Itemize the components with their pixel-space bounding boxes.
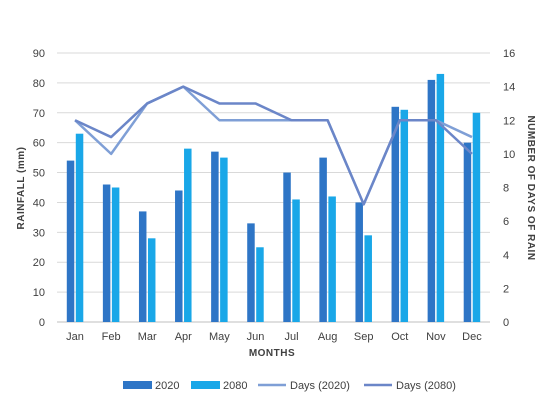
y2-tick-label: 16: [503, 48, 515, 60]
y-tick-label: 30: [33, 227, 45, 239]
bar-2020: [463, 142, 472, 322]
bar-2080: [75, 133, 84, 322]
bar-2080: [472, 112, 481, 323]
left-axis-ticks: 0 10 20 30 40 50 60 70 80 90: [33, 48, 45, 329]
y2-tick-label: 14: [503, 82, 515, 94]
x-axis-title: MONTHS: [249, 348, 295, 359]
bar-2020: [175, 190, 183, 322]
bar-2020: [355, 202, 363, 322]
legend: 2020 2080 Days (2020) Days (2080): [123, 380, 456, 392]
y-tick-label: 90: [33, 48, 45, 60]
bar-2020: [138, 211, 147, 322]
legend-label-2020: 2020: [155, 380, 179, 392]
bar-2080: [220, 157, 228, 322]
legend-label-Days (2020): Days (2020): [290, 380, 350, 392]
legend-swatch-2020: [123, 381, 152, 389]
bar-2080: [111, 187, 120, 322]
bar-2080: [328, 196, 336, 322]
bar-2080: [400, 109, 409, 323]
y-tick-label: 20: [33, 257, 45, 269]
x-tick-label: Feb: [102, 331, 121, 343]
y2-tick-label: 2: [503, 283, 509, 295]
x-tick-label: Dec: [462, 331, 482, 343]
right-axis-ticks: 0 2 4 6 8 10 12 14 16: [503, 48, 515, 329]
y2-tick-label: 0: [503, 317, 509, 329]
y2-tick-label: 4: [503, 250, 509, 262]
bar-2020: [66, 160, 75, 322]
x-axis-ticks: Jan Feb Mar Apr May Jun Jul Aug Sep Oct Nov Dec: [66, 331, 482, 343]
x-tick-label: Aug: [318, 331, 338, 343]
bar-2020: [319, 157, 327, 322]
y-tick-label: 10: [33, 287, 45, 299]
bar-2080: [436, 73, 445, 322]
x-tick-label: Jan: [66, 331, 84, 343]
line-Days (2020): [74, 85, 473, 206]
bar-2020: [391, 106, 400, 322]
y2-tick-label: 6: [503, 216, 509, 228]
x-tick-label: Apr: [175, 331, 192, 343]
bar-series: [66, 73, 481, 323]
bar-2080: [147, 238, 156, 322]
x-tick-label: Mar: [138, 331, 157, 343]
y-tick-label: 40: [33, 197, 45, 209]
x-tick-label: Jun: [247, 331, 265, 343]
bar-2080: [364, 235, 372, 322]
bar-2020: [427, 79, 436, 323]
legend-label-2080: 2080: [223, 380, 247, 392]
y-tick-label: 70: [33, 108, 45, 120]
y-tick-label: 50: [33, 168, 45, 180]
bar-2080: [292, 199, 300, 322]
legend-label-Days (2080): Days (2080): [396, 380, 456, 392]
gridlines: [57, 52, 490, 323]
x-tick-label: Jul: [285, 331, 299, 343]
y2-tick-label: 10: [503, 149, 515, 161]
legend-swatch-2080: [191, 381, 220, 389]
y-tick-label: 80: [33, 78, 45, 90]
y-axis-title: RAINFALL (mm): [16, 147, 27, 230]
x-tick-label: Nov: [426, 331, 446, 343]
bar-2020: [102, 184, 111, 322]
line-series: [74, 85, 473, 206]
bar-2020: [211, 151, 219, 322]
x-tick-label: May: [209, 331, 230, 343]
y2-tick-label: 12: [503, 115, 515, 127]
y2-tick-label: 8: [503, 183, 509, 195]
y-tick-label: 0: [39, 317, 45, 329]
bar-2020: [247, 223, 255, 322]
bar-2080: [256, 247, 264, 322]
x-tick-label: Oct: [391, 331, 408, 343]
x-tick-label: Sep: [354, 331, 374, 343]
bar-2020: [283, 172, 291, 322]
y2-axis-title: NUMBER OF DAYS OF RAIN: [525, 115, 536, 260]
bar-2080: [184, 148, 192, 322]
y-tick-label: 60: [33, 138, 45, 150]
line-Days (2080): [74, 85, 473, 206]
